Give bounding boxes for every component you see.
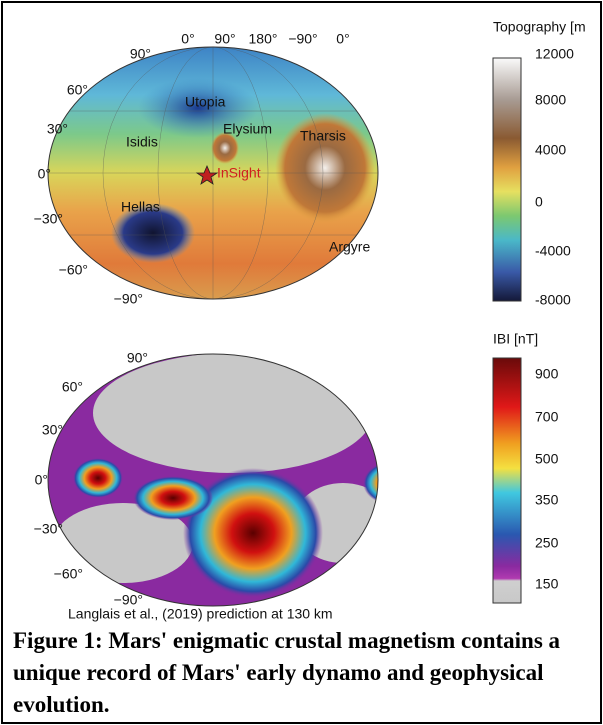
colorbar-label: 250	[535, 535, 559, 551]
figure: Topography [m IBI [nT] Langlais et al., …	[1, 1, 602, 724]
topography-colorbar	[493, 58, 521, 301]
place-label: Isidis	[126, 134, 158, 150]
colorbar-label: 350	[535, 492, 559, 508]
credit: Langlais et al., (2019) prediction at 13…	[68, 606, 333, 622]
place-label: InSight	[217, 165, 261, 181]
colorbar-label: 0	[535, 194, 543, 210]
colorbar-title: IBI [nT]	[493, 331, 538, 347]
colorbar-label: 4000	[535, 142, 566, 158]
colorbar-label: 8000	[535, 92, 566, 108]
longitude-label: 180°	[249, 31, 278, 47]
magnetic-colorbar	[493, 358, 521, 603]
latitude-label: 60°	[62, 379, 83, 395]
colorbar-label: 150	[535, 576, 559, 592]
latitude-label: 30°	[47, 121, 68, 137]
latitude-label: 90°	[127, 350, 148, 366]
latitude-label: 0°	[38, 166, 51, 182]
latitude-label: −90°	[114, 592, 143, 608]
latitude-label: 0°	[35, 472, 48, 488]
longitude-label: 0°	[181, 31, 194, 47]
colorbar-title: Topography [m	[493, 19, 586, 35]
colorbar-label: -8000	[535, 292, 571, 308]
page: Topography [m IBI [nT] Langlais et al., …	[0, 0, 603, 725]
latitude-label: −60°	[54, 566, 83, 582]
colorbar-label: 700	[535, 409, 559, 425]
longitude-label: 0°	[336, 31, 349, 47]
caption: Figure 1: Mars' enigmatic crustal magnet…	[13, 625, 588, 721]
latitude-label: −90°	[114, 291, 143, 307]
longitude-label: 90°	[214, 31, 235, 47]
latitude-label: −60°	[59, 262, 88, 278]
colorbar-label: 900	[535, 366, 559, 382]
longitude-label: −90°	[288, 31, 317, 47]
latitude-label: 90°	[130, 46, 151, 62]
place-label: Tharsis	[300, 128, 346, 144]
latitude-label: 30°	[42, 422, 63, 438]
latitude-label: 60°	[67, 82, 88, 98]
colorbar-label: -4000	[535, 243, 571, 259]
place-label: Elysium	[223, 121, 272, 137]
latitude-label: −30°	[34, 521, 63, 537]
colorbar-label: 500	[535, 451, 559, 467]
latitude-label: −30°	[34, 211, 63, 227]
place-label: Argyre	[329, 239, 370, 255]
figure-graphic: Topography [m IBI [nT] Langlais et al., …	[3, 3, 600, 623]
colorbar-label: 12000	[535, 46, 574, 62]
place-label: Utopia	[185, 94, 226, 110]
place-label: Hellas	[121, 199, 160, 215]
